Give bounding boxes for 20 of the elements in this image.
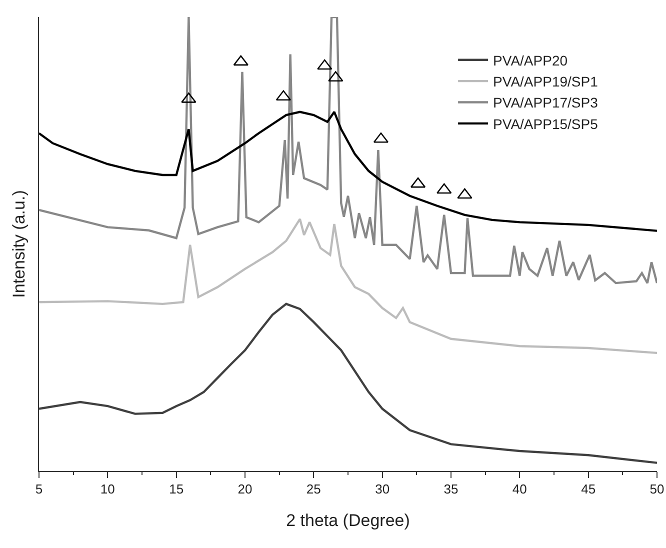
x-tick-label: 25 <box>306 482 321 497</box>
x-tick-label: 40 <box>512 482 527 497</box>
point <box>317 59 332 70</box>
x-tick-label: 50 <box>650 482 664 497</box>
x-tick-label: 15 <box>169 482 184 497</box>
point <box>436 183 452 194</box>
y-axis-title: Intensity (a.u.) <box>10 190 29 298</box>
legend-label: PVA/APP20 <box>493 52 568 68</box>
x-tick-label: 30 <box>375 482 390 497</box>
x-axis-title: 2 theta (Degree) <box>286 511 410 530</box>
x-tick-label: 5 <box>35 482 43 497</box>
legend-label: PVA/APP17/SP3 <box>493 94 598 111</box>
x-tick-label: 20 <box>238 482 252 497</box>
x-tick-label: 35 <box>444 482 458 497</box>
legend-label: PVA/APP15/SP5 <box>493 116 598 132</box>
point <box>457 188 472 199</box>
x-tick-label: 45 <box>581 482 596 497</box>
x-tick-label: 10 <box>100 482 115 497</box>
legend-label: PVA/APP19/SP1 <box>493 74 598 90</box>
point <box>233 55 248 66</box>
